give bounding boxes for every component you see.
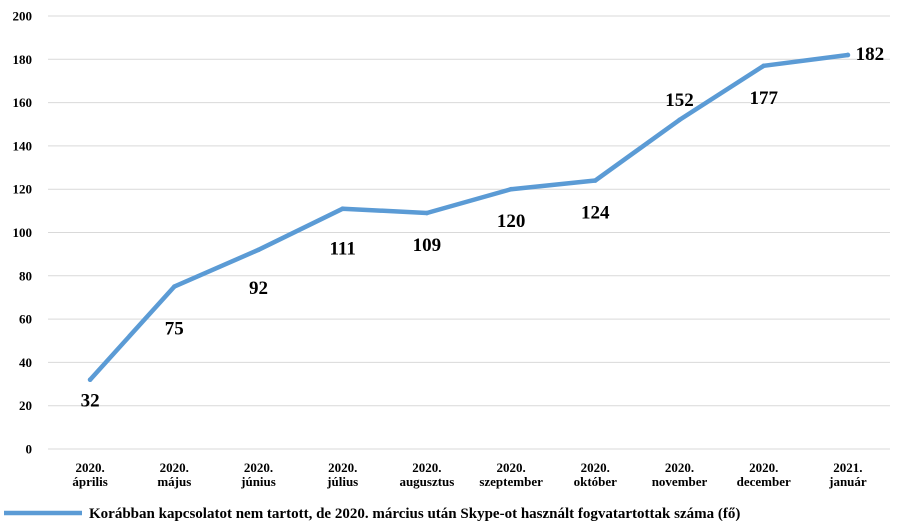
x-tick-label: 2020. szeptember <box>479 460 543 489</box>
x-tick-label-line: 2020. <box>160 460 189 475</box>
x-tick-label: 2020. december <box>737 460 791 489</box>
x-tick-label-line: 2021. <box>833 460 862 475</box>
y-tick-label: 140 <box>13 138 33 153</box>
data-point <box>593 178 598 183</box>
x-tick-label-line: 2020. <box>244 460 273 475</box>
data-label: 177 <box>749 88 778 109</box>
series-line <box>87 52 851 382</box>
y-tick-label: 0 <box>26 442 33 457</box>
series-lines <box>87 52 851 383</box>
data-label: 111 <box>329 239 355 260</box>
data-point <box>256 247 261 253</box>
data-label: 32 <box>81 391 100 412</box>
data-point <box>340 206 346 211</box>
x-tick-label-line: 2020. <box>75 460 104 475</box>
data-label: 109 <box>413 235 442 256</box>
x-tick-label: 2020. október <box>574 460 618 489</box>
data-labels: 32 75 92 111 109 120 124 152 177 182 <box>81 44 885 412</box>
data-point <box>845 52 851 58</box>
data-point <box>761 63 766 69</box>
x-tick-label-line: július <box>326 474 358 489</box>
x-tick-label-line: 2020. <box>496 460 525 475</box>
data-label: 152 <box>665 90 694 111</box>
y-tick-label: 160 <box>13 95 33 110</box>
x-tick-label-line: 2020. <box>665 460 694 475</box>
y-tick-label: 100 <box>13 225 33 240</box>
data-point <box>172 284 177 289</box>
y-tick-label: 80 <box>19 268 32 283</box>
x-tick-label-line: 2020. <box>328 460 357 475</box>
x-tick-label-line: május <box>157 474 191 489</box>
x-tick-label-line: szeptember <box>479 474 543 489</box>
x-tick-label: 2020. augusztus <box>399 460 454 489</box>
data-label: 120 <box>497 211 526 232</box>
x-tick-label-line: január <box>828 474 867 489</box>
legend-label: Korábban kapcsolatot nem tartott, de 202… <box>89 506 740 521</box>
x-tick-label-line: 2020. <box>581 460 610 475</box>
data-label: 124 <box>581 203 610 224</box>
x-tick-label-line: augusztus <box>399 474 454 489</box>
y-axis-ticks: 0 20 40 60 80 100 120 140 160 180 200 <box>13 9 33 457</box>
legend: Korábban kapcsolatot nem tartott, de 202… <box>4 506 740 521</box>
y-tick-label: 40 <box>19 355 32 370</box>
x-tick-label: 2020. május <box>157 460 191 489</box>
x-tick-label: 2020. november <box>652 460 708 489</box>
x-tick-label-line: április <box>72 474 107 489</box>
x-tick-label: 2020. július <box>326 460 358 489</box>
y-tick-label: 180 <box>13 52 33 67</box>
x-tick-label: 2020. április <box>72 460 107 489</box>
y-tick-label: 200 <box>13 9 33 24</box>
gridlines <box>48 15 890 450</box>
x-tick-label-line: október <box>574 474 618 489</box>
y-tick-label: 120 <box>13 182 33 197</box>
data-point <box>424 210 430 216</box>
data-label: 182 <box>856 44 885 65</box>
x-tick-label-line: június <box>240 474 276 489</box>
x-tick-label: 2020. június <box>240 460 276 489</box>
x-tick-label-line: 2020. <box>749 460 778 475</box>
x-tick-label-line: december <box>737 474 791 489</box>
y-tick-label: 60 <box>19 312 32 327</box>
y-tick-label: 20 <box>19 398 32 413</box>
x-tick-label-line: november <box>652 474 708 489</box>
data-point <box>508 186 514 192</box>
data-point <box>87 377 93 383</box>
data-point <box>677 117 682 123</box>
data-label: 92 <box>249 278 268 299</box>
data-label: 75 <box>165 319 184 340</box>
x-tick-label: 2021. január <box>828 460 867 489</box>
x-tick-label-line: 2020. <box>412 460 441 475</box>
